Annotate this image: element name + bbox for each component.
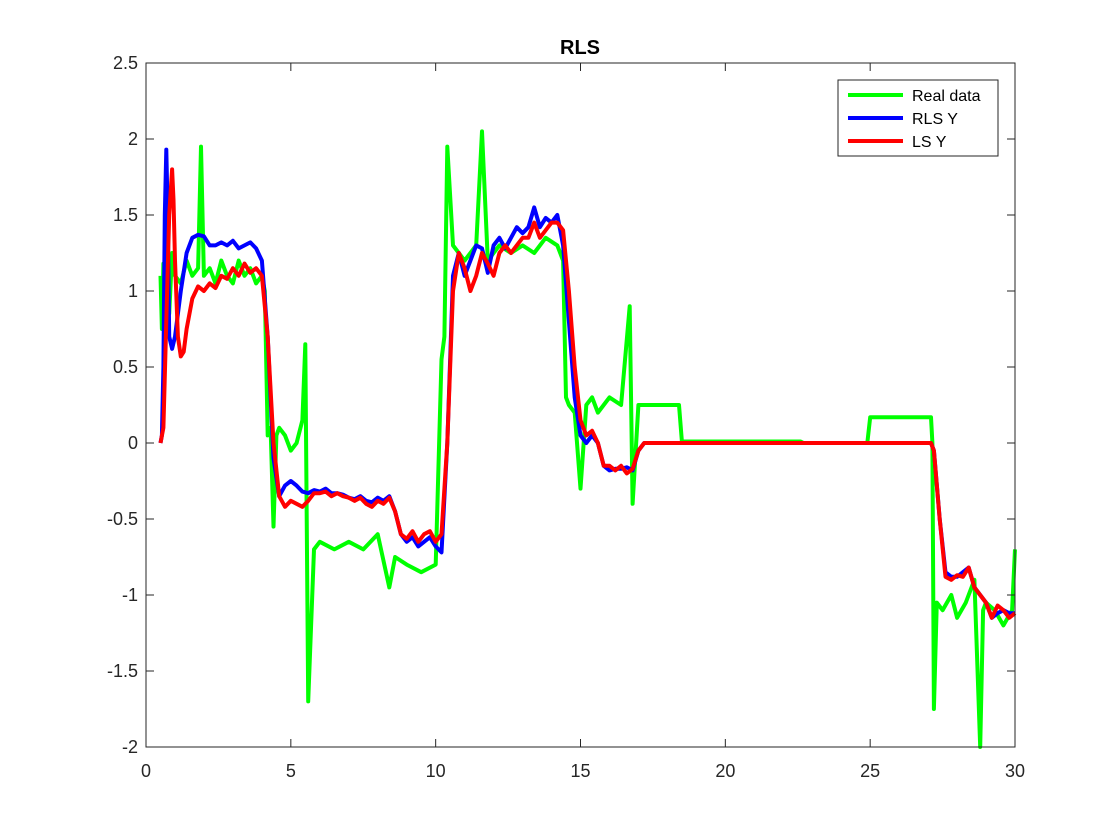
y-tick-label: -0.5: [107, 509, 138, 529]
ticks-layer: 0 5 10 15 20 25 30 -2 -1.5 -1 -0.5 0 0.5 1 1.5 2 2.5: [107, 53, 1025, 781]
chart-title: RLS: [560, 37, 600, 59]
y-tick-label: -2: [122, 737, 138, 757]
y-tick-label: -1.5: [107, 661, 138, 681]
x-tick-label: 10: [426, 761, 446, 781]
y-tick-label: 2: [128, 129, 138, 149]
x-tick-label: 5: [286, 761, 296, 781]
x-tick-label: 20: [715, 761, 735, 781]
y-tick-label: 2.5: [113, 53, 138, 73]
series-layer: [158, 129, 1017, 749]
x-tick-label: 30: [1005, 761, 1025, 781]
x-tick-label: 0: [141, 761, 151, 781]
x-tick-label: 15: [570, 761, 590, 781]
x-tick-label: 25: [860, 761, 880, 781]
y-tick-label: 1: [128, 281, 138, 301]
legend: Real data RLS Y LS Y: [837, 79, 999, 157]
legend-label-ls-y: LS Y: [912, 134, 947, 151]
y-tick-label: -1: [122, 585, 138, 605]
legend-label-real-data: Real data: [912, 88, 981, 105]
legend-label-rls-y: RLS Y: [912, 111, 958, 128]
y-tick-label: 0: [128, 433, 138, 453]
y-tick-label: 1.5: [113, 205, 138, 225]
y-tick-label: 0.5: [113, 357, 138, 377]
series-line-ls-y: [158, 167, 1017, 620]
